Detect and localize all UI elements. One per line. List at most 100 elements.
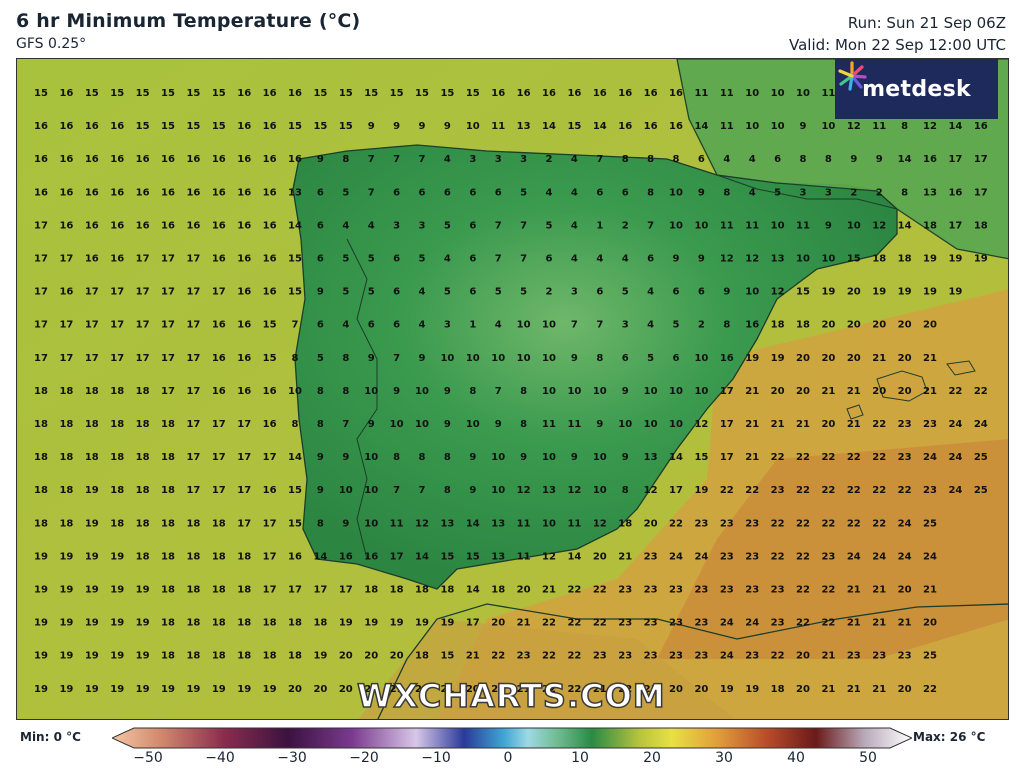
grid-value: 22 <box>618 684 632 695</box>
grid-value: 11 <box>796 220 810 231</box>
grid-value: 10 <box>466 353 480 364</box>
grid-value: 17 <box>237 452 251 463</box>
grid-value: 15 <box>288 518 302 529</box>
grid-value: 13 <box>923 187 937 198</box>
grid-value: 24 <box>974 419 988 430</box>
grid-value: 21 <box>644 684 658 695</box>
grid-value: 24 <box>948 485 962 496</box>
legend-min: Min: 0 °C <box>20 730 81 744</box>
grid-value: 16 <box>212 254 226 265</box>
grid-value: 4 <box>571 187 578 198</box>
legend-tick: −20 <box>349 750 379 766</box>
grid-value: 9 <box>393 121 400 132</box>
grid-value: 14 <box>466 585 480 596</box>
grid-value: 8 <box>444 485 451 496</box>
grid-value: 22 <box>796 518 810 529</box>
grid-value: 11 <box>567 419 581 430</box>
grid-values: 15 16 15 15 15 15 15 15 16 16 16 15 15 15 15 15 15 15 16 16… <box>34 88 988 695</box>
grid-value: 12 <box>923 121 937 132</box>
grid-value: 20 <box>517 585 531 596</box>
grid-value: 19 <box>59 585 73 596</box>
grid-value: 17 <box>136 254 150 265</box>
grid-value: 18 <box>59 386 73 397</box>
grid-value: 17 <box>339 585 353 596</box>
grid-value: 9 <box>368 419 375 430</box>
grid-value: 10 <box>669 187 683 198</box>
grid-value: 14 <box>898 220 912 231</box>
grid-value: 10 <box>847 220 861 231</box>
legend-tick: 50 <box>859 750 877 766</box>
grid-value: 17 <box>85 353 99 364</box>
grid-value: 8 <box>520 419 527 430</box>
grid-value: 17 <box>669 485 683 496</box>
grid-value: 23 <box>694 585 708 596</box>
grid-value: 7 <box>342 419 349 430</box>
grid-value: 9 <box>495 419 502 430</box>
grid-value: 18 <box>974 220 988 231</box>
grid-value: 20 <box>288 684 302 695</box>
grid-value: 9 <box>622 452 629 463</box>
grid-value: 17 <box>237 518 251 529</box>
grid-value: 4 <box>546 187 553 198</box>
grid-value: 17 <box>85 287 99 298</box>
grid-value: 9 <box>622 386 629 397</box>
grid-value: 6 <box>317 187 324 198</box>
grid-value: 16 <box>186 187 200 198</box>
grid-value: 18 <box>491 585 505 596</box>
grid-value: 10 <box>415 419 429 430</box>
grid-value: 21 <box>618 551 632 562</box>
grid-value: 23 <box>593 651 607 662</box>
grid-value: 5 <box>444 287 451 298</box>
grid-value: 22 <box>720 485 734 496</box>
grid-value: 16 <box>59 121 73 132</box>
grid-value: 2 <box>546 154 553 165</box>
grid-value: 23 <box>618 651 632 662</box>
grid-value: 18 <box>771 320 785 331</box>
grid-value: 6 <box>546 254 553 265</box>
grid-value: 22 <box>593 585 607 596</box>
grid-value: 3 <box>444 320 451 331</box>
grid-value: 21 <box>593 684 607 695</box>
temperature-map[interactable]: 15 16 15 15 15 15 15 15 16 16 16 15 15 15 15 15 15 15 16 16… <box>16 58 1009 720</box>
grid-value: 17 <box>110 353 124 364</box>
grid-value: 12 <box>720 254 734 265</box>
grid-value: 23 <box>694 618 708 629</box>
grid-value: 16 <box>59 287 73 298</box>
grid-value: 6 <box>698 287 705 298</box>
grid-value: 12 <box>542 551 556 562</box>
grid-value: 16 <box>136 154 150 165</box>
grid-value: 10 <box>440 353 454 364</box>
grid-value: 20 <box>898 585 912 596</box>
grid-value: 9 <box>368 353 375 364</box>
grid-value: 10 <box>771 121 785 132</box>
grid-value: 1 <box>469 320 476 331</box>
grid-value: 19 <box>390 618 404 629</box>
grid-value: 16 <box>974 121 988 132</box>
grid-value: 17 <box>136 353 150 364</box>
grid-value: 18 <box>161 551 175 562</box>
grid-value: 9 <box>419 353 426 364</box>
grid-value: 20 <box>339 684 353 695</box>
grid-value: 16 <box>364 551 378 562</box>
grid-value: 19 <box>85 618 99 629</box>
grid-value: 9 <box>444 121 451 132</box>
grid-value: 22 <box>948 386 962 397</box>
grid-value: 6 <box>317 320 324 331</box>
grid-value: 15 <box>110 88 124 99</box>
grid-value: 14 <box>415 551 429 562</box>
grid-value: 16 <box>263 254 277 265</box>
grid-value: 23 <box>644 585 658 596</box>
grid-value: 7 <box>419 485 426 496</box>
grid-value: 18 <box>186 618 200 629</box>
grid-value: 16 <box>136 220 150 231</box>
grid-value: 18 <box>186 551 200 562</box>
grid-value: 18 <box>110 419 124 430</box>
grid-value: 10 <box>593 452 607 463</box>
grid-value: 19 <box>110 684 124 695</box>
grid-value: 6 <box>469 254 476 265</box>
grid-value: 17 <box>136 320 150 331</box>
grid-value: 22 <box>745 485 759 496</box>
grid-value: 16 <box>110 154 124 165</box>
grid-value: 19 <box>821 287 835 298</box>
grid-value: 10 <box>491 485 505 496</box>
